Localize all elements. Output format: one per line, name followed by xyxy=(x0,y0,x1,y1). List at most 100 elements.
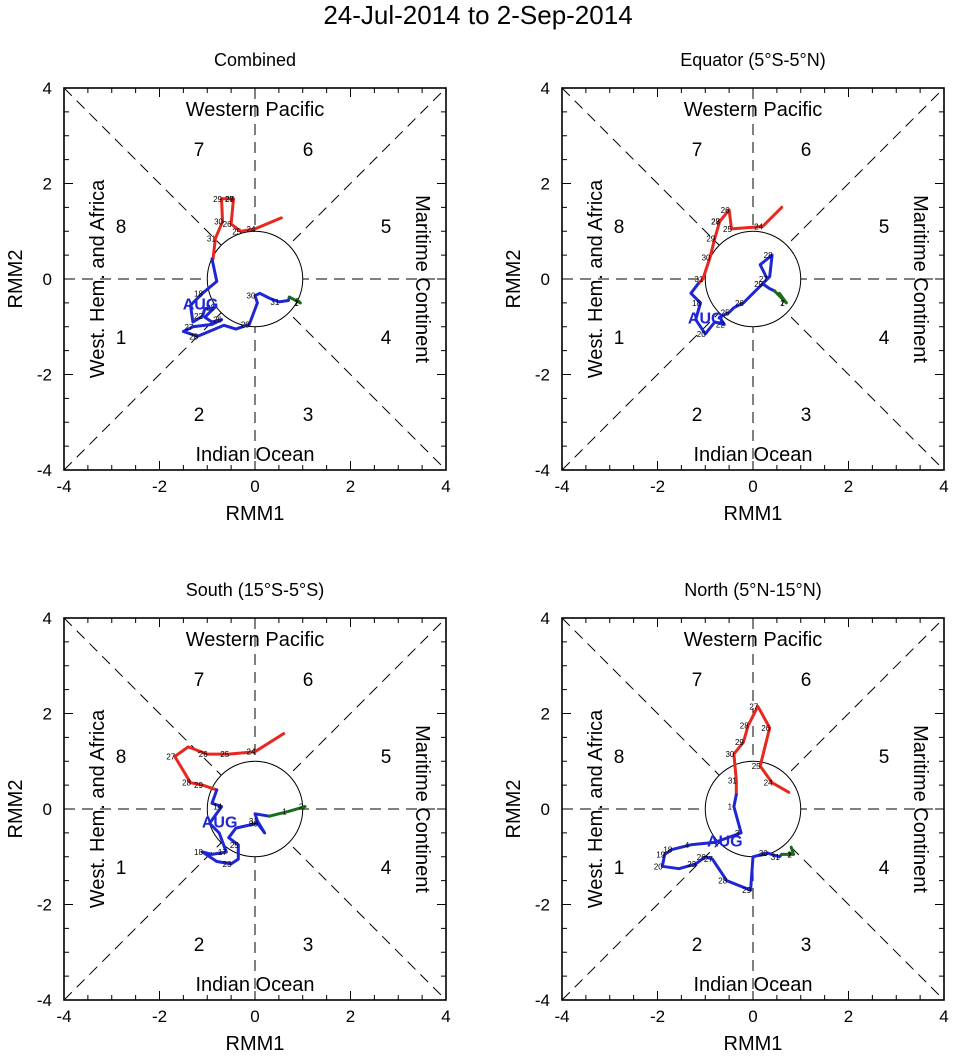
august-day-label: 25 xyxy=(230,841,239,850)
august-day-label: 23 xyxy=(206,304,215,313)
x-tick-label: 2 xyxy=(346,477,355,496)
region-label-maritime-continent: Maritime Continent xyxy=(909,195,931,363)
august-day-label: 4 xyxy=(685,841,690,850)
july-trajectory xyxy=(732,704,791,797)
august-day-label: 20 xyxy=(654,862,663,871)
region-label-western-pacific: Western Pacific xyxy=(186,99,325,121)
x-tick-label: -4 xyxy=(554,1007,569,1026)
y-tick-label: -4 xyxy=(37,991,52,1010)
month-label-aug: AUG xyxy=(707,833,743,850)
phase-number-2: 2 xyxy=(692,935,703,956)
phase-number-4: 4 xyxy=(879,328,890,349)
july-day-label: 29 xyxy=(735,738,744,747)
main-title: 24-Jul-2014 to 2-Sep-2014 xyxy=(323,0,633,30)
panel-title: Equator (5°S-5°N) xyxy=(680,50,825,70)
region-label-maritime-continent: Maritime Continent xyxy=(411,725,433,893)
x-tick-label: -2 xyxy=(152,1007,167,1026)
august-day-label: 28 xyxy=(189,332,198,341)
y-tick-label: -4 xyxy=(535,461,550,480)
august-day-label: 20 xyxy=(697,330,706,339)
y-tick-label: 0 xyxy=(43,800,52,819)
july-day-label: 25 xyxy=(232,227,241,236)
y-tick-label: 0 xyxy=(541,800,550,819)
september-trajectory xyxy=(287,295,302,305)
july-day-label: 29 xyxy=(213,195,222,204)
region-label-indian-ocean: Indian Ocean xyxy=(196,974,315,996)
august-day-label: 14 xyxy=(213,803,222,812)
phase-number-5: 5 xyxy=(381,747,392,768)
x-tick-label: -2 xyxy=(152,477,167,496)
x-axis-label: RMM1 xyxy=(226,1033,285,1055)
july-day-label: 24 xyxy=(247,225,256,234)
august-trajectory xyxy=(689,253,776,336)
phase-number-5: 5 xyxy=(381,217,392,238)
phase-number-2: 2 xyxy=(194,935,205,956)
phase-number-4: 4 xyxy=(381,858,392,879)
region-label-western-pacific: Western Pacific xyxy=(684,99,823,121)
july-day-label: 24 xyxy=(754,222,763,231)
phase-number-6: 6 xyxy=(801,670,812,691)
august-day-label: 1 xyxy=(728,803,733,812)
y-tick-label: 0 xyxy=(541,270,550,289)
august-trajectory xyxy=(660,793,784,892)
x-tick-label: -4 xyxy=(56,1007,71,1026)
y-tick-label: -2 xyxy=(535,896,550,915)
y-tick-label: -2 xyxy=(535,366,550,385)
x-tick-label: 2 xyxy=(844,477,853,496)
region-label-maritime-continent: Maritime Continent xyxy=(411,195,433,363)
july-day-label: 27 xyxy=(711,218,720,227)
phase-number-1: 1 xyxy=(116,328,127,349)
region-label-maritime-continent: Maritime Continent xyxy=(909,725,931,893)
phase-number-7: 7 xyxy=(692,670,703,691)
y-tick-label: 2 xyxy=(541,175,550,194)
july-day-label: 26 xyxy=(199,750,208,759)
july-day-label: 26 xyxy=(721,206,730,215)
phase-number-5: 5 xyxy=(879,747,890,768)
y-axis-label: RMM2 xyxy=(503,780,525,839)
phase-number-3: 3 xyxy=(303,935,314,956)
x-tick-label: 0 xyxy=(748,1007,757,1026)
august-day-label: 26 xyxy=(213,316,222,325)
month-label-aug: AUG xyxy=(202,814,238,831)
september-day-label: 2 xyxy=(294,299,299,308)
august-day-label: 18 xyxy=(194,848,203,857)
july-day-label: 26 xyxy=(223,220,232,229)
phase-number-3: 3 xyxy=(801,405,812,426)
july-day-label: 31 xyxy=(728,776,737,785)
region-label-indian-ocean: Indian Ocean xyxy=(694,974,813,996)
july-day-label: 25 xyxy=(723,225,732,234)
x-tick-label: 0 xyxy=(748,477,757,496)
september-trajectory xyxy=(780,845,796,856)
august-day-label: 30 xyxy=(759,849,768,858)
august-day-label: 17 xyxy=(218,848,227,857)
august-day-label: 31 xyxy=(270,298,279,307)
region-label-western-pacific: Western Pacific xyxy=(186,629,325,651)
region-label-west-hem-africa: West. Hem. and Africa xyxy=(585,709,607,908)
september-trajectory xyxy=(267,805,307,818)
x-tick-label: 2 xyxy=(844,1007,853,1026)
august-day-label: 3 xyxy=(735,829,740,838)
phase-number-3: 3 xyxy=(801,935,812,956)
panel-title: South (15°S-5°S) xyxy=(186,580,324,600)
x-tick-label: 4 xyxy=(441,477,450,496)
september-day-label: 1 xyxy=(780,299,785,308)
x-tick-label: 4 xyxy=(939,477,948,496)
august-day-label: 29 xyxy=(754,280,763,289)
july-day-label: 28 xyxy=(740,721,749,730)
september-day-label: 1 xyxy=(282,807,287,816)
y-tick-label: 2 xyxy=(43,175,52,194)
y-tick-label: 2 xyxy=(541,705,550,724)
july-trajectory xyxy=(696,205,784,286)
july-day-label: 25 xyxy=(220,750,229,759)
august-day-label: 26 xyxy=(735,299,744,308)
panel-title: North (5°N-15°N) xyxy=(684,580,821,600)
july-day-label: 27 xyxy=(166,752,175,761)
x-axis-label: RMM1 xyxy=(226,503,285,525)
phase-number-7: 7 xyxy=(194,140,205,161)
y-tick-label: 4 xyxy=(43,79,52,98)
august-day-label: 31 xyxy=(771,853,780,862)
july-day-label: 30 xyxy=(214,218,223,227)
phase-number-5: 5 xyxy=(879,217,890,238)
